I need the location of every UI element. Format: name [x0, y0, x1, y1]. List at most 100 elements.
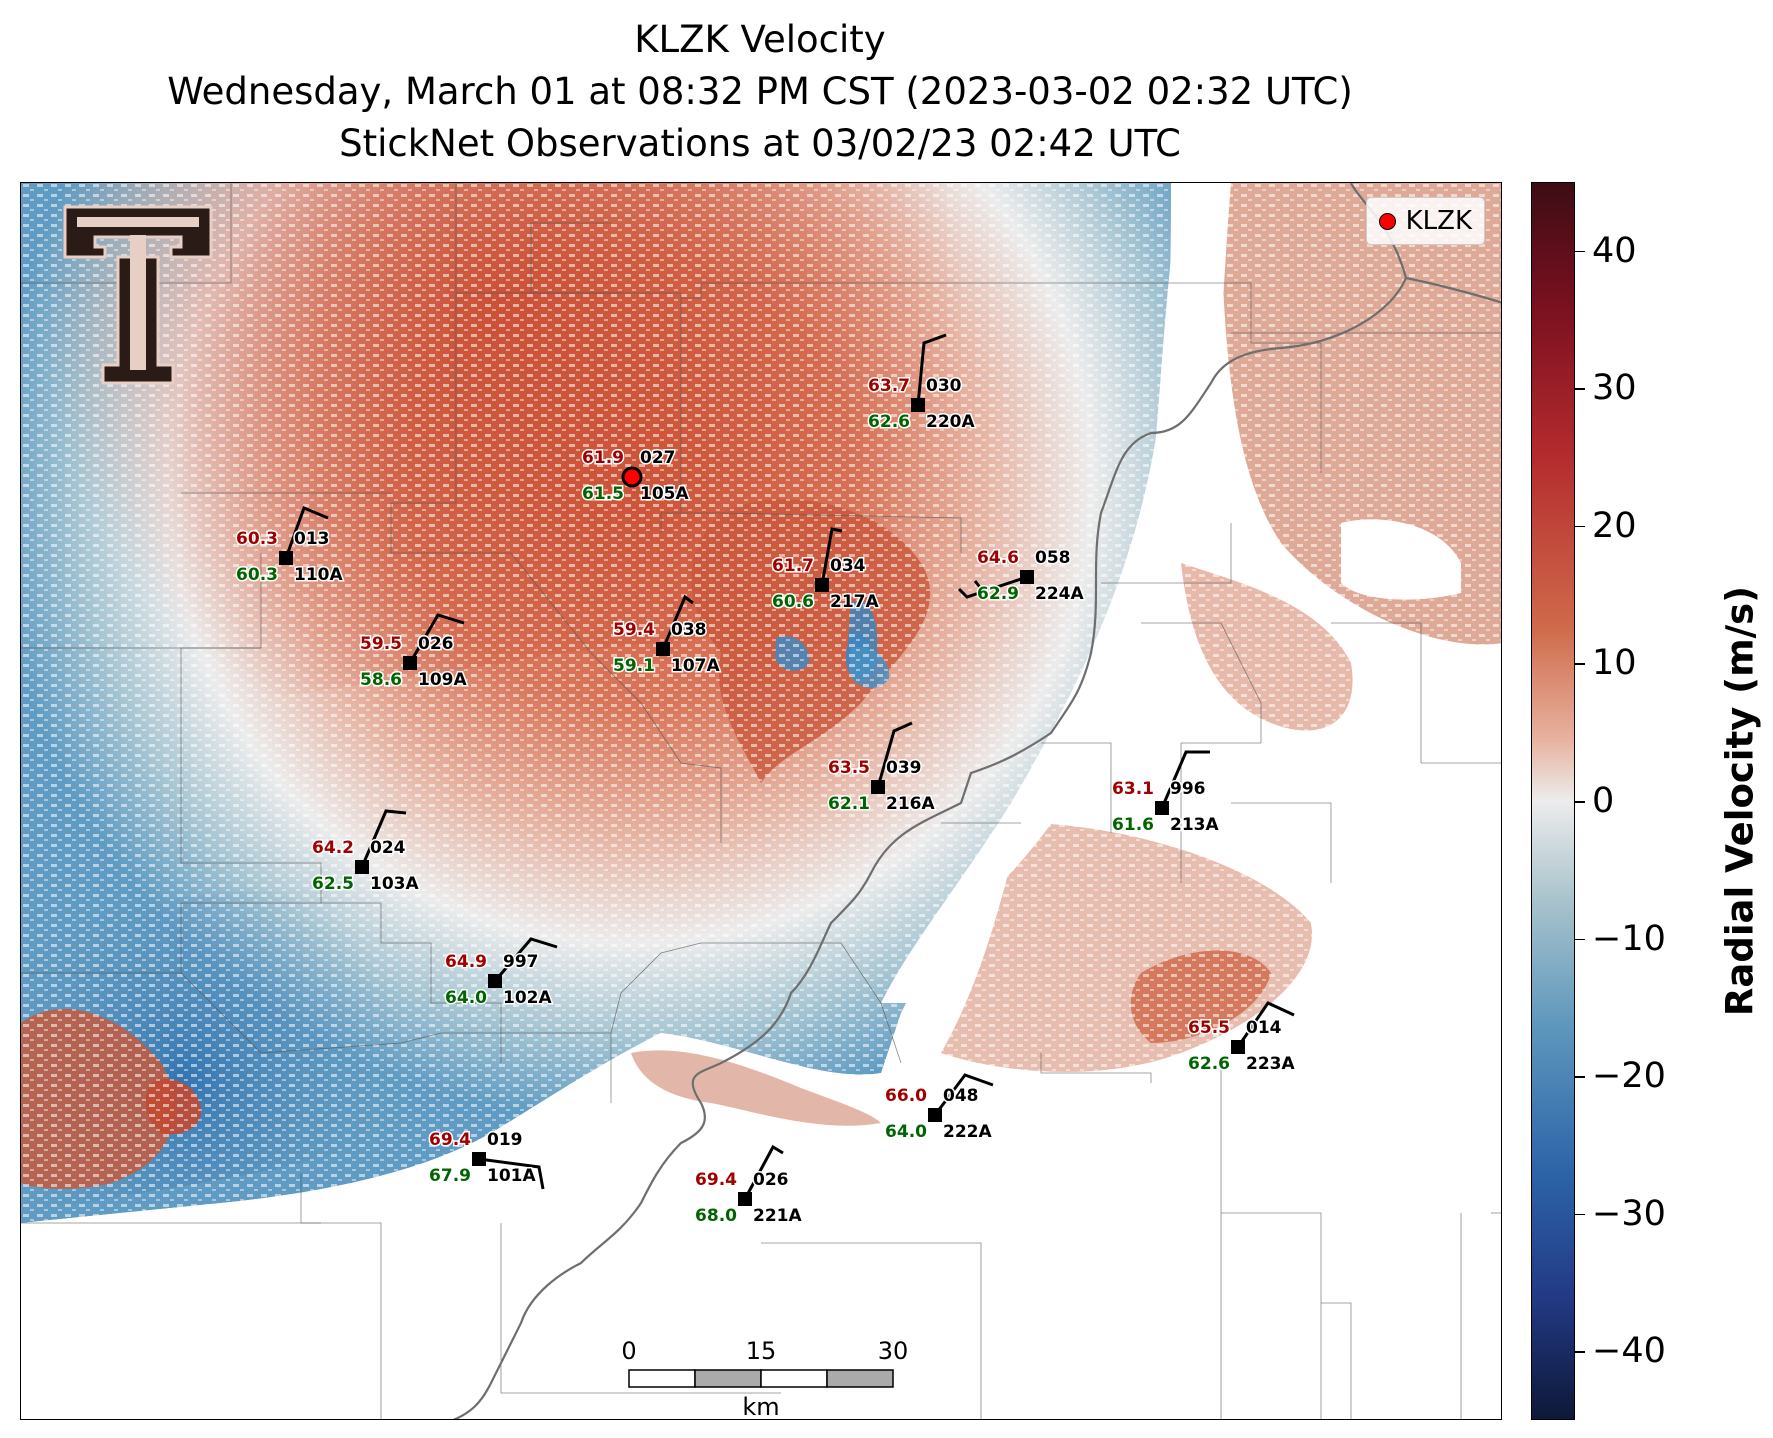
station-marker-icon — [911, 398, 925, 412]
station-dewpoint: 58.6 — [360, 670, 402, 690]
station-id: 030 — [926, 376, 962, 396]
county-boundaries — [21, 183, 1501, 1419]
wind-barb-icon — [973, 580, 985, 592]
station-model[interactable]: 64.9 997 64.0 102A — [444, 937, 558, 1010]
station-model[interactable]: 66.0 048 64.0 222A — [884, 1073, 994, 1144]
wind-barb-icon — [284, 506, 329, 559]
station-name: 102A — [503, 988, 552, 1008]
radar-map[interactable]: 61.9 027 61.5 105A 63.7 030 62.6 220A 60.3 013 60.… — [20, 182, 1502, 1420]
station-id: 058 — [1035, 548, 1071, 568]
station-model[interactable]: 60.3 013 60.3 110A — [235, 506, 345, 587]
station-model[interactable]: 69.4 019 67.9 101A — [428, 1129, 545, 1190]
wind-barb-icon — [478, 1157, 545, 1190]
station-temperature: 63.7 — [868, 376, 910, 396]
station-model[interactable]: 63.7 030 62.6 220A — [867, 333, 977, 434]
station-name: 103A — [370, 874, 419, 894]
colorbar-tick-mark — [1575, 1351, 1585, 1353]
station-temperature: 69.4 — [429, 1130, 471, 1150]
station-model[interactable]: 64.2 024 62.5 103A — [311, 809, 421, 896]
station-marker-icon — [871, 780, 885, 794]
colorbar-tick-mark — [1575, 938, 1585, 941]
station-name: 220A — [926, 412, 975, 432]
station-dewpoint: 62.1 — [828, 794, 870, 814]
scale-tick-30: 30 — [878, 1337, 909, 1365]
station-id: 048 — [943, 1086, 979, 1106]
station-id: 026 — [753, 1170, 789, 1190]
station-id: 019 — [487, 1130, 523, 1150]
station-temperature: 61.7 — [772, 556, 814, 576]
station-dewpoint: 61.5 — [582, 484, 624, 504]
station-model[interactable]: 61.9 027 61.5 105A — [581, 447, 691, 506]
station-temperature: 61.9 — [582, 448, 624, 468]
wind-barb-icon — [820, 527, 843, 586]
colorbar-tick-mark — [1575, 525, 1585, 528]
station-id: 027 — [640, 448, 676, 468]
station-model[interactable]: 65.5 014 62.6 223A — [1187, 1001, 1297, 1076]
station-marker-icon — [738, 1192, 752, 1206]
station-id: 024 — [370, 838, 406, 858]
scale-tick-15: 15 — [746, 1337, 777, 1365]
double-t-logo — [63, 205, 213, 385]
station-model[interactable]: 63.5 039 62.1 216A — [827, 721, 937, 816]
title-line-2: Wednesday, March 01 at 08:32 PM CST (202… — [167, 70, 1353, 113]
station-dewpoint: 62.6 — [868, 412, 910, 432]
river — [452, 183, 1501, 1419]
station-temperature: 60.3 — [236, 529, 278, 549]
station-dewpoint: 62.6 — [1188, 1054, 1230, 1074]
colorbar-tick-label: −40 — [1592, 1331, 1666, 1372]
station-dewpoint: 62.5 — [312, 874, 354, 894]
figure-title: KLZK Velocity Wednesday, March 01 at 08:… — [0, 14, 1520, 170]
scale-unit: km — [742, 1393, 779, 1420]
colorbar-tick-label: −30 — [1592, 1193, 1666, 1234]
station-model[interactable]: 61.7 034 60.6 217A — [771, 527, 881, 614]
radar-site-dot-icon — [1378, 212, 1396, 230]
colorbar-tick-mark — [1575, 1213, 1585, 1216]
station-dewpoint: 64.0 — [445, 988, 487, 1008]
wind-barb-icon — [743, 1144, 784, 1200]
station-model[interactable]: 59.4 038 59.1 107A — [612, 594, 722, 678]
station-id: 026 — [418, 634, 454, 654]
legend-label: KLZK — [1405, 206, 1472, 236]
station-model[interactable]: 59.5 026 58.6 109A — [359, 613, 469, 692]
no-data-gap-2 — [1341, 519, 1461, 600]
station-id: 997 — [503, 952, 539, 972]
colorbar-tick-mark — [1575, 1076, 1585, 1078]
station-marker-icon — [279, 551, 293, 565]
station-id: 996 — [1170, 779, 1206, 799]
station-id: 034 — [830, 556, 866, 576]
no-data-gap — [881, 183, 1231, 1003]
station-marker-icon — [472, 1152, 486, 1166]
wind-barb-icon — [1236, 1001, 1295, 1048]
wind-barb-icon — [493, 937, 558, 982]
station-name: 221A — [753, 1206, 802, 1226]
station-marker-icon — [656, 642, 670, 656]
station-dewpoint: 60.3 — [236, 565, 278, 585]
colorbar-tick-label: 40 — [1592, 230, 1637, 271]
wind-barb-icon — [1160, 750, 1210, 809]
calm-wind-icon — [621, 466, 643, 488]
station-name: 110A — [294, 565, 343, 585]
station-temperature: 66.0 — [885, 1086, 927, 1106]
station-name: 101A — [487, 1166, 536, 1186]
station-name: 217A — [830, 592, 879, 612]
title-line-3: StickNet Observations at 03/02/23 02:42 … — [339, 122, 1181, 165]
station-dewpoint: 62.9 — [977, 584, 1019, 604]
station-id: 039 — [886, 758, 922, 778]
wind-barb-icon — [360, 809, 407, 868]
station-name: 107A — [671, 656, 720, 676]
station-temperature: 63.5 — [828, 758, 870, 778]
colorbar-tick-mark — [1575, 388, 1585, 390]
station-model[interactable]: 64.6 058 62.9 224A — [957, 547, 1086, 606]
wind-barb-icon — [957, 575, 1028, 599]
colorbar-tick-mark — [1575, 250, 1585, 253]
scale-tick-0: 0 — [621, 1337, 636, 1365]
station-name: 109A — [418, 670, 467, 690]
map-legend: KLZK — [1365, 197, 1485, 245]
station-model[interactable]: 63.1 996 61.6 213A — [1111, 750, 1221, 837]
colorbar-tick-label: −10 — [1592, 918, 1666, 959]
station-temperature: 64.9 — [445, 952, 487, 972]
station-model[interactable]: 69.4 026 68.0 221A — [694, 1144, 804, 1228]
station-marker-icon — [403, 656, 417, 670]
colorbar-tick-label: −20 — [1592, 1056, 1666, 1097]
